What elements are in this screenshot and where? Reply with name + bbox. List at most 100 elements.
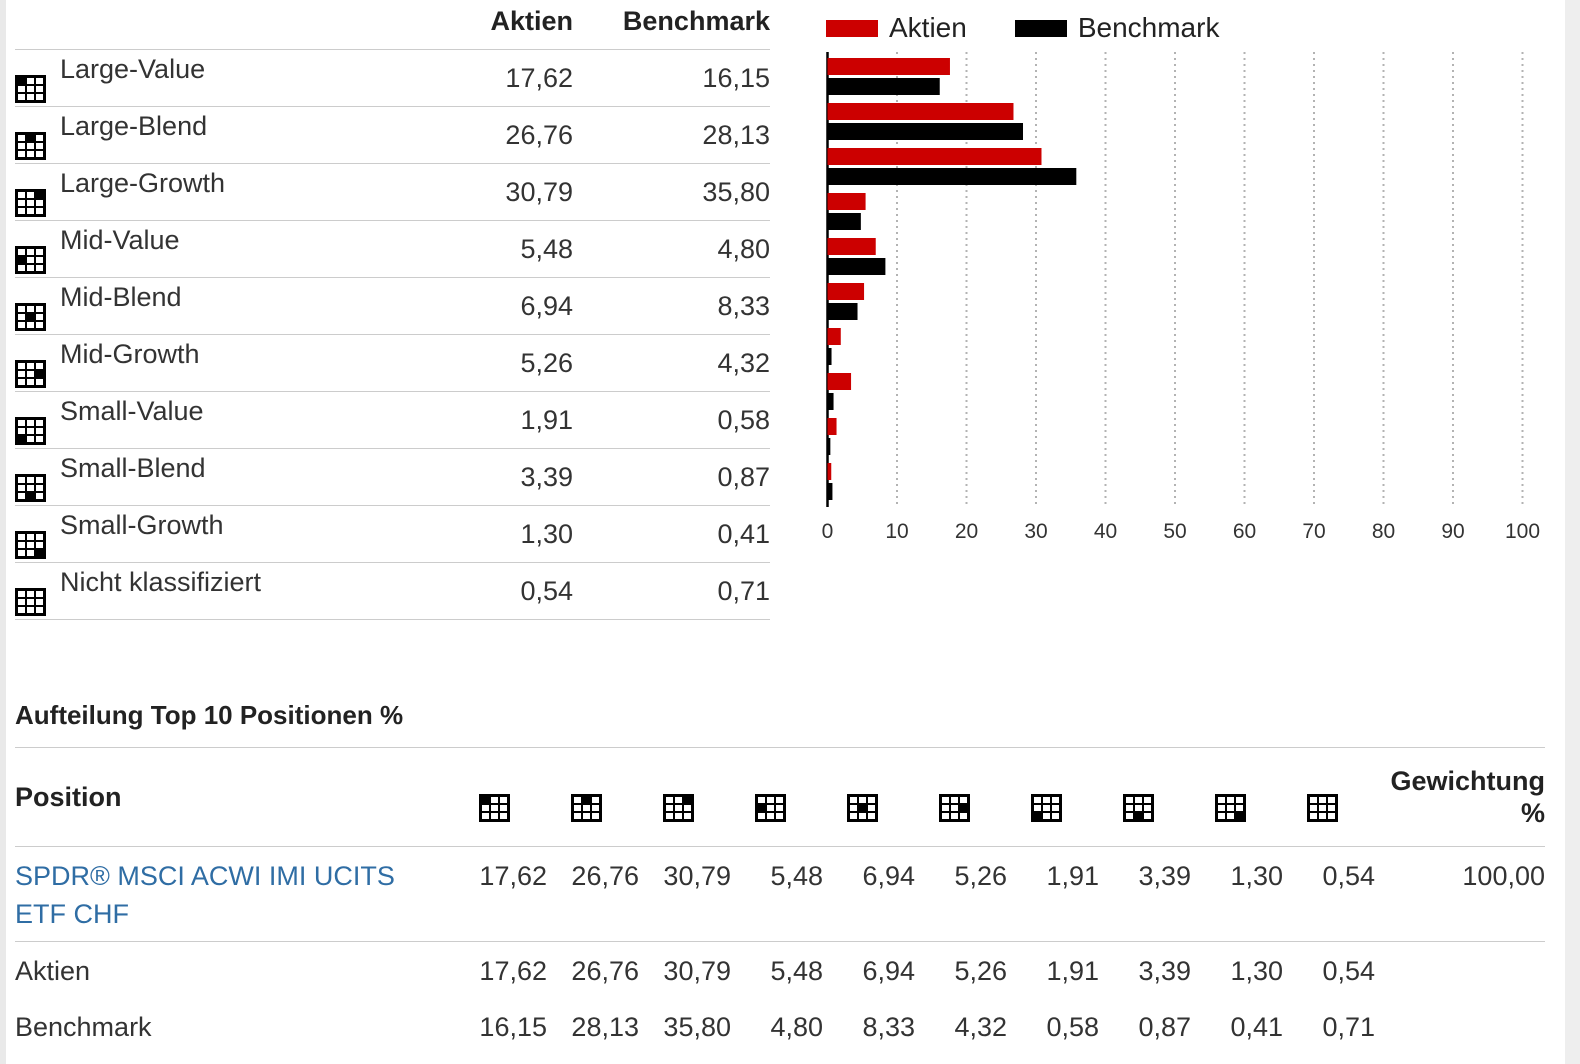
benchmark-value: 0,41 bbox=[573, 505, 770, 563]
aktien-column-header: Aktien bbox=[473, 0, 573, 50]
benchmark-value: 35,80 bbox=[573, 163, 770, 221]
top10-table: Position Gewichtung % SPDR® MSCI ACWI IM… bbox=[15, 747, 1545, 1054]
style-label-cell: Large-Growth bbox=[15, 163, 473, 221]
position-header: Position bbox=[15, 747, 455, 847]
icon-column-header-small-value bbox=[1007, 747, 1099, 847]
value-cell: 0,71 bbox=[1322, 1012, 1375, 1042]
value-cell: 5,26 bbox=[954, 956, 1007, 986]
style-label: Small-Growth bbox=[60, 509, 224, 540]
stylebox-large-growth-icon bbox=[662, 793, 694, 822]
value-cell: 0,87 bbox=[1138, 1012, 1191, 1042]
style-label-cell: Mid-Growth bbox=[15, 334, 473, 392]
style-row-mid-blend: Mid-Blend 6,94 8,33 bbox=[15, 277, 770, 335]
style-breakdown-table: Aktien Benchmark Large-Value 17,62 16,15 La… bbox=[15, 0, 770, 620]
icon-column-header-large-blend bbox=[547, 747, 639, 847]
empty-header-cell bbox=[15, 0, 473, 50]
bar-aktien-small-value bbox=[827, 328, 841, 345]
x-tick-label: 60 bbox=[1233, 520, 1256, 543]
value-cell: 0,41 bbox=[1230, 1012, 1283, 1042]
value-cell: 3,39 bbox=[1138, 956, 1191, 986]
top10-positions-section: Aufteilung Top 10 Positionen % Position … bbox=[15, 700, 1580, 1054]
chart-legend: Aktien Benchmark bbox=[826, 12, 1566, 44]
legend-item-aktien: Aktien bbox=[826, 12, 967, 44]
style-row-nicht-klassifiziert: Nicht klassifiziert 0,54 0,71 bbox=[15, 562, 770, 620]
x-tick-label: 90 bbox=[1441, 520, 1464, 543]
x-tick-label: 30 bbox=[1024, 520, 1047, 543]
aktien-value: 0,54 bbox=[473, 562, 573, 620]
style-label-cell: Mid-Value bbox=[15, 220, 473, 278]
style-breakdown-header-row: Aktien Benchmark bbox=[15, 0, 770, 50]
value-cell: 0,58 bbox=[1046, 1012, 1099, 1042]
position-link[interactable]: SPDR® MSCI ACWI IMI UCITS ETF CHF bbox=[15, 861, 395, 929]
x-tick-label: 50 bbox=[1163, 520, 1186, 543]
stylebox-mid-growth-icon bbox=[15, 359, 46, 388]
bar-benchmark-nicht-klassifiziert bbox=[827, 483, 833, 500]
benchmark-value: 16,15 bbox=[573, 49, 770, 107]
value-cell: 30,79 bbox=[663, 956, 731, 986]
aktien-value: 5,48 bbox=[473, 220, 573, 278]
position-cell: SPDR® MSCI ACWI IMI UCITS ETF CHF bbox=[15, 846, 455, 942]
style-label-cell: Small-Value bbox=[15, 391, 473, 449]
position-cell: Benchmark bbox=[15, 1012, 152, 1042]
icon-column-header-small-blend bbox=[1099, 747, 1191, 847]
bar-benchmark-mid-value bbox=[827, 213, 861, 230]
stylebox-small-blend-icon bbox=[1122, 793, 1154, 822]
aktien-value: 1,91 bbox=[473, 391, 573, 449]
style-breakdown-body: Large-Value 17,62 16,15 Large-Blend 26,76 28,… bbox=[15, 49, 770, 620]
style-label: Large-Growth bbox=[60, 167, 226, 198]
bar-aktien-nicht-klassifiziert bbox=[827, 463, 832, 480]
stylebox-large-value-icon bbox=[478, 793, 510, 822]
bar-aktien-small-growth bbox=[827, 418, 837, 435]
value-cell: 1,30 bbox=[1191, 846, 1283, 942]
style-row-mid-growth: Mid-Growth 5,26 4,32 bbox=[15, 334, 770, 392]
style-bar-chart: Aktien Benchmark 0 10 20 30 40 50 60 70 80 90 100 bbox=[820, 0, 1566, 557]
bar-aktien-small-blend bbox=[827, 373, 852, 390]
top10-row-aktien: Aktien 17,62 26,76 30,79 5,48 6,94 5,26 1,91 3,3… bbox=[15, 942, 1545, 999]
weight-header-line1: Gewichtung bbox=[1390, 765, 1546, 796]
bar-aktien-large-blend bbox=[827, 103, 1014, 120]
aktien-value: 3,39 bbox=[473, 448, 573, 506]
icon-column-header-large-value bbox=[455, 747, 547, 847]
stylebox-not-classified-icon bbox=[1306, 793, 1338, 822]
stylebox-large-blend-icon bbox=[15, 131, 46, 160]
stylebox-not-classified-icon bbox=[15, 587, 46, 616]
bar-benchmark-mid-growth bbox=[827, 303, 858, 320]
value-cell: 26,76 bbox=[547, 846, 639, 942]
style-row-large-blend: Large-Blend 26,76 28,13 bbox=[15, 106, 770, 164]
style-label: Small-Value bbox=[60, 395, 204, 426]
style-row-small-value: Small-Value 1,91 0,58 bbox=[15, 391, 770, 449]
style-bar-chart-svg: 0 10 20 30 40 50 60 70 80 90 100 bbox=[822, 52, 1540, 543]
bar-aktien-large-growth bbox=[827, 148, 1042, 165]
value-cell: 1,91 bbox=[1007, 846, 1099, 942]
style-label: Nicht klassifiziert bbox=[60, 566, 262, 597]
x-tick-label: 0 bbox=[822, 520, 834, 543]
benchmark-value: 28,13 bbox=[573, 106, 770, 164]
legend-item-benchmark: Benchmark bbox=[1014, 12, 1219, 44]
x-tick-label: 100 bbox=[1505, 520, 1540, 543]
aktien-swatch-icon bbox=[826, 19, 878, 37]
top10-row-benchmark: Benchmark 16,15 28,13 35,80 4,80 8,33 4,32 0,58… bbox=[15, 998, 1545, 1054]
style-label: Mid-Growth bbox=[60, 338, 200, 369]
value-cell: 6,94 bbox=[862, 956, 915, 986]
weight-header: Gewichtung % bbox=[1375, 747, 1546, 847]
icon-column-header-mid-growth bbox=[915, 747, 1007, 847]
style-row-small-blend: Small-Blend 3,39 0,87 bbox=[15, 448, 770, 506]
aktien-value: 30,79 bbox=[473, 163, 573, 221]
stylebox-large-value-icon bbox=[15, 74, 46, 103]
icon-column-header-small-growth bbox=[1191, 747, 1283, 847]
stylebox-mid-value-icon bbox=[15, 245, 46, 274]
stylebox-small-blend-icon bbox=[15, 473, 46, 502]
style-label: Mid-Blend bbox=[60, 281, 182, 312]
aktien-value: 17,62 bbox=[473, 49, 573, 107]
value-cell: 8,33 bbox=[862, 1012, 915, 1042]
stylebox-mid-blend-icon bbox=[15, 302, 46, 331]
style-row-large-growth: Large-Growth 30,79 35,80 bbox=[15, 163, 770, 221]
x-tick-label: 20 bbox=[955, 520, 978, 543]
icon-column-header-mid-blend bbox=[823, 747, 915, 847]
top10-body: SPDR® MSCI ACWI IMI UCITS ETF CHF 17,62 26… bbox=[15, 846, 1545, 1055]
style-label-cell: Large-Blend bbox=[15, 106, 473, 164]
bar-benchmark-large-blend bbox=[827, 123, 1024, 140]
weight-cell bbox=[1375, 942, 1545, 999]
stylebox-small-value-icon bbox=[15, 416, 46, 445]
stylebox-large-blend-icon bbox=[570, 793, 602, 822]
